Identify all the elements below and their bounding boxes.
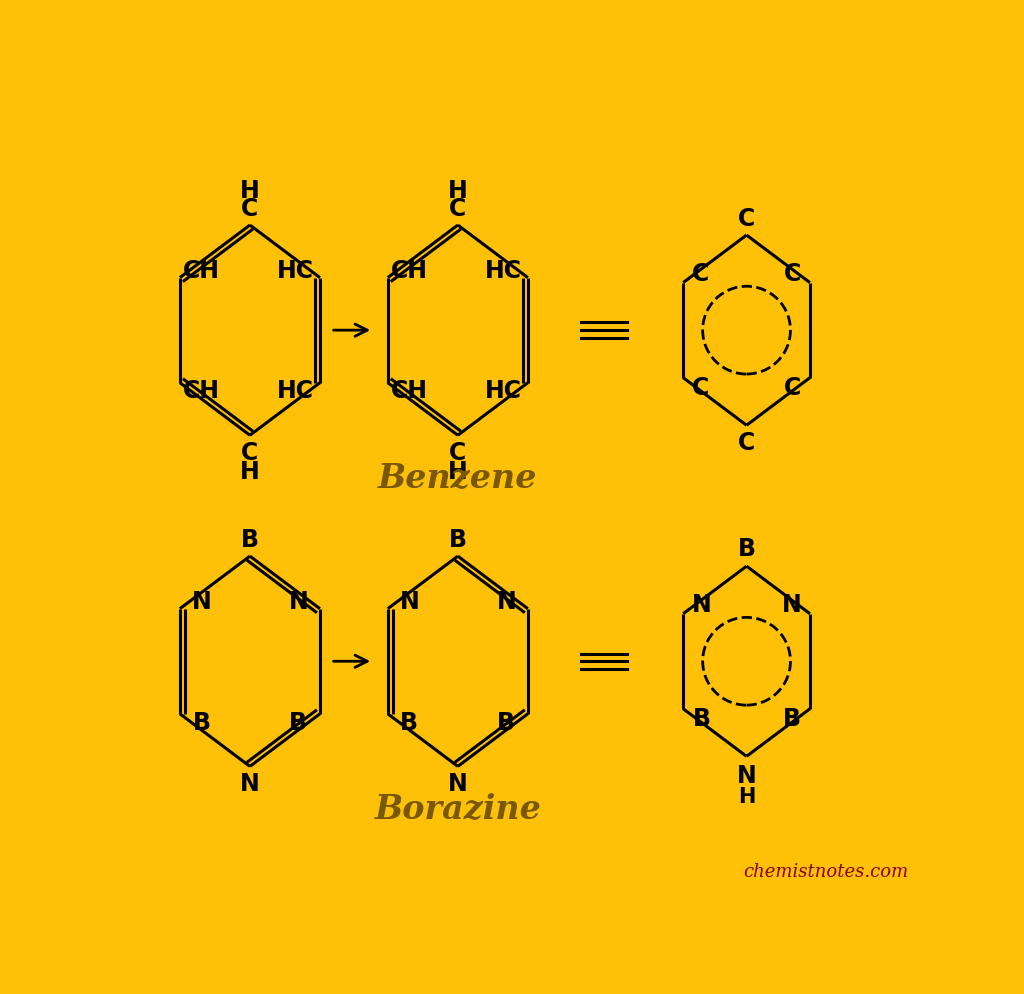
Text: N: N [240, 771, 260, 795]
Text: H: H [447, 179, 468, 203]
Text: N: N [497, 589, 516, 613]
Text: C: C [450, 197, 467, 221]
Text: B: B [782, 707, 801, 731]
Text: C: C [691, 376, 709, 400]
Text: C: C [738, 430, 755, 454]
Text: chemistnotes.com: chemistnotes.com [743, 862, 908, 880]
Text: N: N [692, 592, 712, 617]
Text: B: B [449, 528, 467, 552]
Text: B: B [241, 528, 259, 552]
Text: CH: CH [391, 258, 428, 282]
Text: C: C [242, 440, 258, 465]
Text: Borazine: Borazine [375, 792, 542, 825]
Text: CH: CH [183, 258, 220, 282]
Text: N: N [191, 589, 211, 613]
Text: B: B [400, 710, 419, 734]
Text: N: N [447, 771, 468, 795]
Text: N: N [399, 589, 419, 613]
Text: C: C [450, 440, 467, 465]
Text: B: B [737, 536, 756, 560]
Text: N: N [736, 763, 757, 787]
Text: H: H [240, 179, 260, 203]
Text: H: H [447, 459, 468, 483]
Text: Benzene: Benzene [378, 461, 538, 495]
Text: HC: HC [484, 258, 521, 282]
Text: CH: CH [391, 379, 428, 403]
Text: C: C [784, 376, 802, 400]
Text: C: C [738, 207, 755, 231]
Text: HC: HC [276, 258, 313, 282]
Text: B: B [498, 710, 515, 734]
Text: HC: HC [484, 379, 521, 403]
Text: C: C [691, 262, 709, 286]
Text: CH: CH [183, 379, 220, 403]
Text: H: H [738, 786, 756, 806]
Text: HC: HC [276, 379, 313, 403]
Text: N: N [289, 589, 308, 613]
Text: N: N [781, 592, 802, 617]
Text: B: B [290, 710, 307, 734]
Text: B: B [193, 710, 211, 734]
Text: B: B [692, 707, 711, 731]
Text: C: C [784, 262, 802, 286]
Text: C: C [242, 197, 258, 221]
Text: H: H [240, 459, 260, 483]
